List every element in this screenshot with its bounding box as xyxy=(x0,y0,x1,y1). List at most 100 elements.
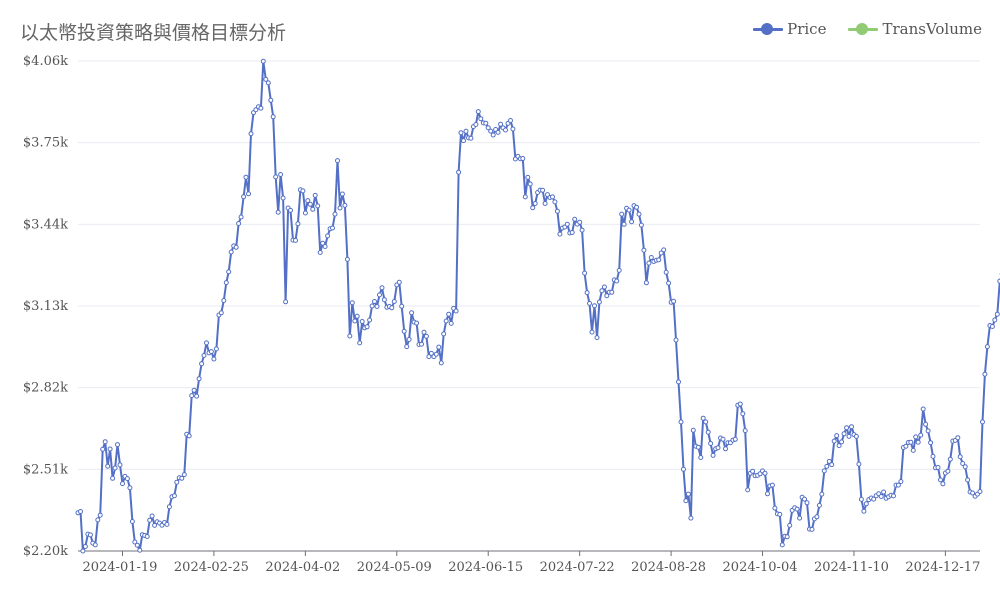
price-point xyxy=(270,114,276,120)
price-point xyxy=(112,465,118,471)
price-point xyxy=(599,288,605,294)
price-point xyxy=(910,447,916,453)
price-point xyxy=(522,194,528,200)
price-point xyxy=(816,502,822,508)
price-point xyxy=(117,462,123,468)
price-point xyxy=(619,211,625,217)
price-point xyxy=(683,498,689,504)
price-point xyxy=(938,477,943,483)
price-point xyxy=(102,439,108,445)
price-point xyxy=(681,466,686,472)
price-point xyxy=(928,440,934,446)
price-point xyxy=(186,433,192,439)
price-point xyxy=(357,340,363,346)
price-point xyxy=(80,548,86,554)
legend-item-transvolume[interactable]: TransVolume xyxy=(848,20,982,38)
price-point xyxy=(354,313,360,319)
price-point xyxy=(732,436,738,442)
price-point xyxy=(643,280,649,286)
price-point xyxy=(814,514,820,520)
price-point xyxy=(194,393,200,399)
price-point xyxy=(846,433,852,439)
price-swatch-dot xyxy=(761,23,774,35)
price-point xyxy=(992,317,998,323)
price-point xyxy=(989,324,995,329)
price-point xyxy=(164,521,170,527)
price-point xyxy=(508,118,513,123)
price-point xyxy=(226,269,232,275)
price-point xyxy=(283,299,289,305)
price-point xyxy=(794,506,800,512)
price-point xyxy=(856,461,862,467)
price-point xyxy=(218,310,224,316)
price-point xyxy=(908,439,914,445)
price-point xyxy=(166,504,172,510)
price-point xyxy=(609,289,615,295)
price-point xyxy=(589,329,595,335)
price-point xyxy=(895,482,901,488)
price-point xyxy=(208,349,214,355)
price-point xyxy=(265,80,271,86)
price-point xyxy=(495,129,501,135)
price-swatch-icon xyxy=(753,23,784,35)
price-point xyxy=(915,439,921,445)
price-point xyxy=(246,191,251,197)
price-point xyxy=(984,344,990,350)
price-point xyxy=(841,431,847,437)
price-point xyxy=(305,198,311,204)
price-point xyxy=(695,444,701,450)
transvolume-swatch-dot xyxy=(856,23,869,35)
price-point xyxy=(779,542,785,548)
price-point xyxy=(935,465,941,470)
price-point xyxy=(787,522,793,528)
price-point xyxy=(604,293,610,299)
price-point xyxy=(802,496,807,502)
price-point xyxy=(448,320,454,326)
price-point xyxy=(596,299,602,305)
price-point xyxy=(957,454,963,460)
price-point xyxy=(473,122,479,127)
price-point xyxy=(409,310,415,316)
price-point xyxy=(962,464,968,470)
price-point xyxy=(671,298,677,304)
price-point xyxy=(920,406,926,412)
price-point xyxy=(423,333,429,339)
transvolume-swatch-icon xyxy=(848,23,879,35)
price-point xyxy=(342,202,348,208)
price-point xyxy=(189,393,195,399)
price-point xyxy=(475,109,481,115)
price-point xyxy=(940,481,946,487)
price-point xyxy=(391,299,397,304)
price-point xyxy=(196,376,202,382)
price-point xyxy=(419,341,424,347)
price-point xyxy=(527,181,533,187)
price-point xyxy=(320,240,326,246)
chart-legend: Price TransVolume xyxy=(753,20,982,38)
price-point xyxy=(213,346,219,352)
price-point xyxy=(616,267,622,273)
price-point xyxy=(930,453,936,459)
price-point xyxy=(78,509,83,514)
price-point xyxy=(181,472,187,478)
x-tick-label: 2024-01-19 xyxy=(82,560,157,575)
price-point xyxy=(579,227,585,233)
price-point xyxy=(438,360,444,366)
price-point xyxy=(295,221,301,227)
price-point xyxy=(97,512,103,518)
price-point xyxy=(918,432,924,438)
price-point xyxy=(379,285,385,291)
price-point xyxy=(243,174,249,180)
price-point xyxy=(317,250,323,255)
price-point xyxy=(540,187,546,193)
price-point xyxy=(819,491,825,497)
price-point xyxy=(970,490,976,496)
price-point xyxy=(700,415,706,421)
price-point xyxy=(401,328,407,334)
price-point xyxy=(550,194,555,200)
price-point xyxy=(698,455,704,460)
price-point xyxy=(530,205,536,211)
price-point xyxy=(745,487,751,493)
legend-item-price[interactable]: Price xyxy=(753,20,826,38)
price-point xyxy=(737,401,743,407)
